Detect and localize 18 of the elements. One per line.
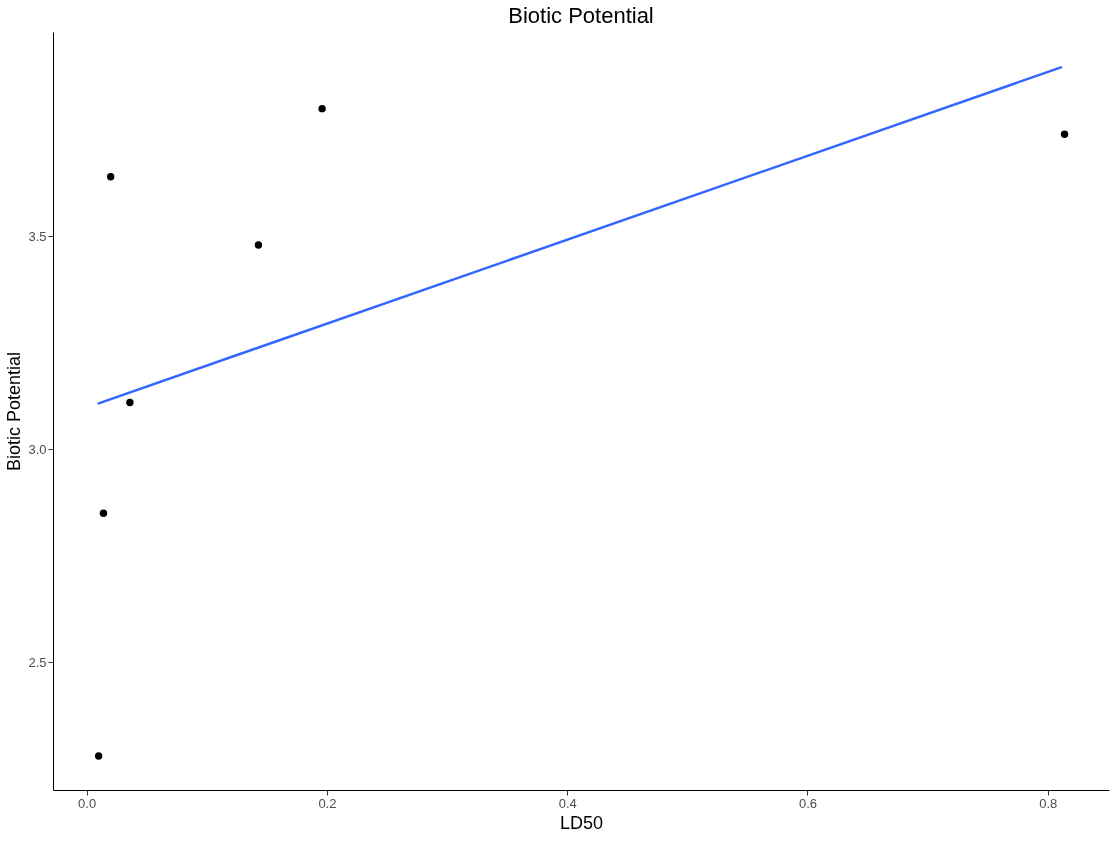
y-tick-label: 2.5 (28, 654, 47, 670)
point (254, 241, 263, 249)
x-axis-title: LD50 (559, 812, 604, 833)
y-axis-title: Biotic Potential (4, 351, 25, 472)
y-tick-label: 3.5 (28, 228, 47, 244)
point (106, 173, 115, 181)
chart-title: Biotic Potential (508, 3, 654, 28)
point (94, 752, 103, 760)
point (1060, 130, 1069, 138)
x-tick-label: 0.0 (78, 795, 97, 811)
point (126, 398, 134, 407)
x-tick-label: 0.8 (1039, 795, 1058, 811)
x-tick-label: 0.6 (798, 795, 817, 811)
y-tick-label: 3.0 (28, 441, 47, 457)
point (318, 104, 326, 113)
x-tick-label: 0.4 (558, 795, 577, 811)
x-tick-label: 0.2 (318, 795, 337, 811)
point (99, 509, 108, 517)
